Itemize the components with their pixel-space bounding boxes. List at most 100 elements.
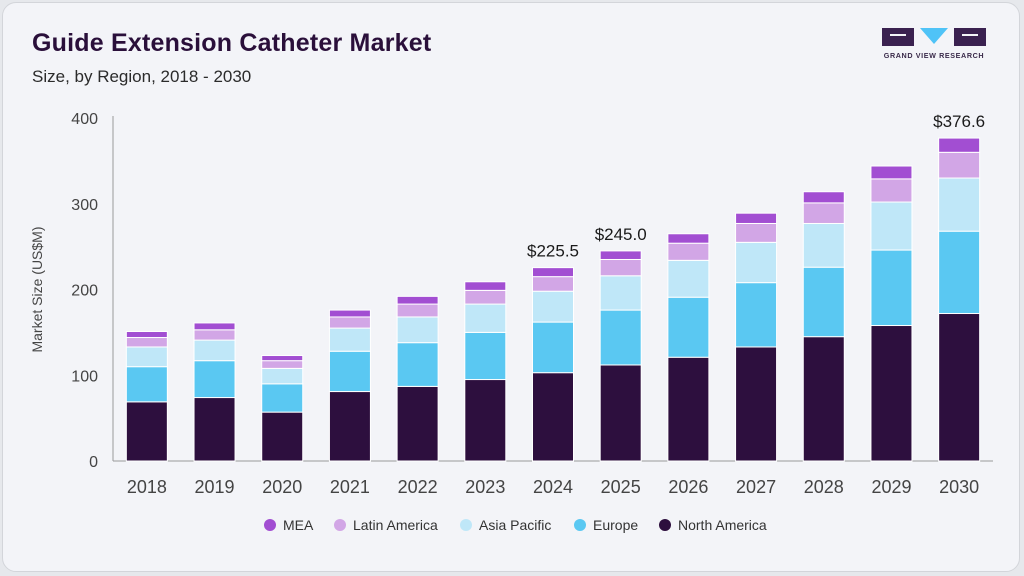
bar-segment (532, 372, 574, 462)
bar-total-label: $225.5 (527, 242, 579, 261)
bar-segment (261, 360, 304, 369)
y-tick-label: 0 (89, 454, 98, 471)
y-tick-label: 200 (71, 283, 98, 300)
bar-segment (802, 222, 845, 268)
bar-segment (464, 379, 507, 462)
bar-segment (802, 336, 845, 462)
bar-segment (261, 411, 304, 462)
bar-segment (802, 191, 845, 204)
bar-segment (667, 356, 710, 462)
bar-segment (938, 137, 981, 153)
bar-segment (599, 364, 642, 462)
bar-segment (667, 296, 710, 358)
chart-subtitle: Size, by Region, 2018 - 2030 (32, 67, 252, 86)
x-tick-label: 2030 (939, 477, 979, 497)
bar-segment (328, 327, 371, 352)
x-tick-label: 2021 (330, 477, 370, 497)
bar-segment (532, 267, 574, 278)
legend-label: Asia Pacific (479, 517, 551, 533)
bar-segment (667, 233, 710, 244)
y-tick-label: 100 (71, 368, 98, 385)
bar-total-label: $245.0 (595, 225, 647, 244)
x-tick-label: 2024 (533, 477, 573, 497)
bar-segment (396, 295, 439, 305)
bar-segment (193, 397, 236, 462)
x-tick-label: 2025 (601, 477, 641, 497)
bar-segment (735, 282, 778, 348)
bar-segment (125, 337, 168, 348)
bar-segment (938, 177, 981, 232)
bar-segment (261, 355, 304, 362)
bar-segment (193, 360, 236, 399)
bar-segment (532, 321, 574, 374)
x-tick-label: 2022 (398, 477, 438, 497)
bar-segment (735, 346, 778, 462)
bar-segment (802, 202, 845, 224)
bar-segment (328, 309, 371, 318)
bar-segment (870, 165, 913, 180)
bar-segment (870, 249, 913, 327)
x-tick-label: 2019 (195, 477, 235, 497)
bar-segment (938, 230, 981, 315)
x-tick-label: 2027 (736, 477, 776, 497)
bar-segment (667, 259, 710, 298)
x-tick-label: 2026 (668, 477, 708, 497)
logo-text: GRAND VIEW RESEARCH (883, 51, 985, 60)
bar-segment (599, 250, 642, 260)
y-tick-label: 400 (71, 111, 98, 128)
legend-marker (334, 519, 346, 531)
legend-marker (659, 519, 671, 531)
bar-segment (532, 276, 574, 292)
bar-segment (328, 316, 371, 329)
y-axis-label: Market Size (US$M) (29, 226, 45, 352)
bar-segment (464, 289, 507, 305)
bar-segment (261, 367, 304, 385)
x-tick-label: 2018 (127, 477, 167, 497)
bar-segment (125, 331, 168, 339)
bar-segment (735, 222, 778, 243)
legend-label: MEA (283, 517, 314, 533)
bar-segment (464, 303, 507, 333)
grand-view-research-logo (882, 28, 986, 46)
bar-segment (125, 401, 168, 462)
bar-segment (938, 313, 981, 462)
legend-label: North America (678, 517, 767, 533)
bar-segment (396, 316, 439, 344)
legend-marker (264, 519, 276, 531)
bar-segment (328, 391, 371, 462)
x-tick-label: 2023 (465, 477, 505, 497)
bar-segment (735, 212, 778, 224)
bar-segment (125, 366, 168, 403)
bar-segment (396, 303, 439, 318)
x-tick-label: 2020 (262, 477, 302, 497)
bar-segment (193, 322, 236, 331)
bar-segment (599, 275, 642, 311)
bar-segment (870, 325, 913, 462)
bar-segment (328, 350, 371, 393)
bar-segment (261, 383, 304, 413)
bar-segment (667, 242, 710, 261)
x-tick-label: 2028 (804, 477, 844, 497)
bar-segment (599, 309, 642, 366)
bar-segment (396, 342, 439, 387)
bar-segment (464, 331, 507, 381)
bar-segment (193, 329, 236, 341)
bar-segment (396, 385, 439, 462)
bar-segment (532, 290, 574, 323)
bar-segment (735, 241, 778, 284)
bar-segment (125, 346, 168, 368)
legend-marker (460, 519, 472, 531)
bar-segment (870, 201, 913, 251)
legend-marker (574, 519, 586, 531)
legend-label: Latin America (353, 517, 438, 533)
bar-total-label: $376.6 (933, 112, 985, 131)
bar-segment (464, 281, 507, 291)
chart-title: Guide Extension Catheter Market (32, 29, 432, 57)
bar-segment (599, 258, 642, 277)
bar-segment (193, 339, 236, 362)
legend-label: Europe (593, 517, 638, 533)
y-tick-label: 300 (71, 197, 98, 214)
bar-segment (870, 178, 913, 203)
